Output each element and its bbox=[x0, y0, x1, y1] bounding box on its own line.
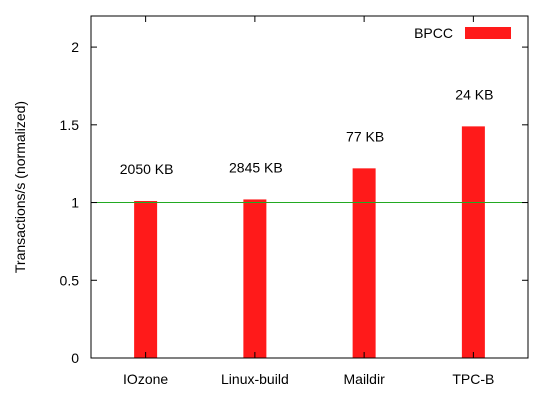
legend-swatch-bpcc bbox=[465, 27, 511, 39]
data-label-maildir: 77 KB bbox=[346, 128, 384, 144]
data-label-iozone: 2050 KB bbox=[120, 161, 174, 177]
plot-frame bbox=[90, 15, 529, 359]
y-axis-label: Transactions/s (normalized) bbox=[12, 101, 28, 273]
legend-label-bpcc: BPCC bbox=[414, 25, 453, 41]
bar-maildir bbox=[352, 168, 376, 358]
ticks-layer: IOzone Linux-build Maildir TPC-B 0 0.5 1 1.5 2 bbox=[60, 16, 528, 387]
y-tick-label: 1.5 bbox=[60, 117, 80, 133]
y-tick-label: 0 bbox=[71, 350, 79, 366]
data-labels-layer: 2050 KB 2845 KB 77 KB 24 KB bbox=[120, 86, 494, 177]
bars-layer bbox=[134, 126, 485, 358]
x-tick-label-tpc-b: TPC-B bbox=[452, 371, 494, 387]
bar-tpc-b bbox=[461, 126, 485, 358]
data-label-tpc-b: 24 KB bbox=[455, 86, 493, 102]
bar-iozone bbox=[134, 200, 158, 358]
x-tick-label-linux-build: Linux-build bbox=[221, 371, 289, 387]
legend: BPCC bbox=[414, 25, 511, 41]
y-tick-label: 0.5 bbox=[60, 272, 80, 288]
bar-linux-build bbox=[243, 199, 267, 358]
y-tick-label: 1 bbox=[71, 195, 79, 211]
data-label-linux-build: 2845 KB bbox=[229, 159, 283, 175]
x-tick-label-maildir: Maildir bbox=[344, 371, 386, 387]
y-tick-label: 2 bbox=[71, 39, 79, 55]
x-tick-label-iozone: IOzone bbox=[123, 371, 168, 387]
